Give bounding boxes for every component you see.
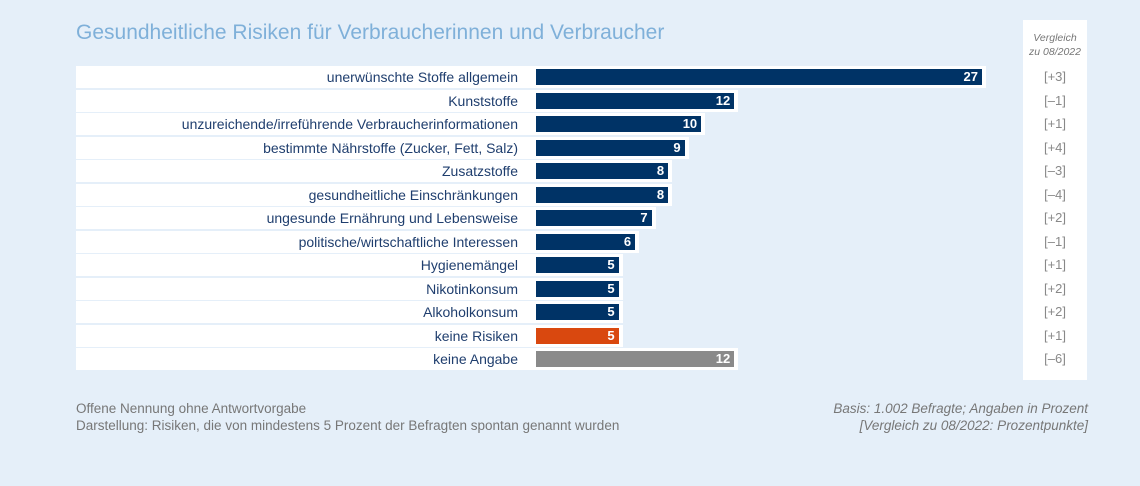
row-background [76,277,623,300]
bar [536,163,669,179]
change-label: [–1] [1044,233,1066,249]
value-label: 8 [656,163,665,178]
change-label: [+3] [1043,69,1067,84]
category-label: bestimmte Nährstoffe (Zucker, Fett, Salz… [263,139,518,156]
value-label: 12 [715,351,731,366]
bar [536,186,669,203]
row-background [76,230,640,253]
value-label: 5 [607,327,615,343]
row-background [76,207,656,229]
bar [536,280,619,297]
chart-title: Gesundheitliche Risiken für Verbraucheri… [76,21,665,44]
value-label: 5 [607,304,615,319]
category-label: ungesunde Ernährung und Lebensweise [266,210,518,226]
category-label: politische/wirtschaftliche Interessen [298,233,518,250]
comparison-header-line: zu 08/2022 [1029,46,1081,58]
bar [536,257,619,273]
row-background [76,160,673,182]
value-label: 12 [715,92,731,108]
value-label: 5 [607,257,615,272]
category-label: Kunststoffe [448,92,518,109]
change-label: [–4] [1044,186,1066,202]
row-background [76,183,673,206]
bar [536,139,685,156]
change-label: [+1] [1043,327,1067,343]
comparison-header: Vergleich zu 08/2022 [1023,31,1087,59]
row-background [76,136,689,159]
bar [536,92,735,109]
row-background [76,324,623,347]
category-label: Alkoholkonsum [423,304,518,320]
category-label: keine Risiken [434,327,518,344]
change-label: [+4] [1043,139,1067,155]
footer-basis-line: [Vergleich zu 08/2022: Prozentpunkte] [859,418,1088,433]
value-label: 7 [640,210,648,225]
change-label: [–3] [1044,163,1066,178]
change-label: [–6] [1044,351,1066,366]
bar [536,351,735,367]
change-label: [+2] [1043,304,1067,319]
value-label: 27 [963,69,978,84]
change-label: [+2] [1043,280,1067,296]
value-label: 10 [682,116,698,131]
bar [536,327,619,344]
bar [536,69,982,85]
row-background [76,254,623,276]
change-label: [+1] [1043,116,1067,131]
value-label: 5 [607,280,615,296]
comparison-column: Vergleich zu 08/2022 [1023,20,1087,380]
row-background [76,301,623,323]
change-label: [+2] [1043,210,1067,225]
bar [536,304,619,320]
footer-basis-line: Basis: 1.002 Befragte; Angaben in Prozen… [833,401,1088,416]
category-label: Zusatzstoffe [441,163,518,179]
value-label: 9 [673,139,681,155]
category-label: Hygienemängel [420,257,518,273]
change-label: [+1] [1043,257,1067,272]
footer-basis: Basis: 1.002 Befragte; Angaben in Prozen… [833,400,1088,434]
change-label: [–1] [1044,92,1066,108]
comparison-header-line: Vergleich [1033,32,1077,44]
category-label: unzureichende/irreführende Verbraucherin… [181,116,518,132]
category-label: gesundheitliche Einschränkungen [308,186,518,203]
category-label: Nikotinkonsum [426,280,518,297]
bar [536,210,652,226]
value-label: 8 [656,186,665,202]
bar [536,116,702,132]
category-label: unerwünschte Stoffe allgemein [326,69,518,85]
bar [536,233,636,250]
value-label: 6 [623,233,632,249]
footer-note: Darstellung: Risiken, die von mindestens… [76,418,620,433]
category-label: keine Angabe [433,351,518,367]
footer-note: Offene Nennung ohne Antwortvorgabe [76,401,307,416]
footer-notes: Offene Nennung ohne Antwortvorgabe Darst… [76,400,619,434]
